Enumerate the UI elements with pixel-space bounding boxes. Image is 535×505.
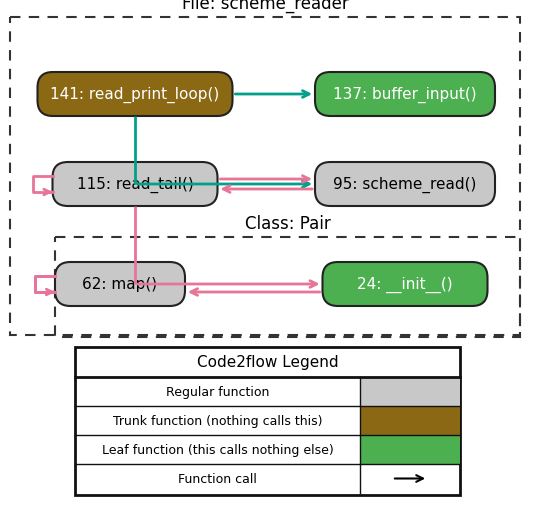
Text: Function call: Function call: [178, 472, 257, 485]
FancyBboxPatch shape: [360, 406, 460, 435]
Text: File: scheme_reader: File: scheme_reader: [181, 0, 348, 13]
Text: Code2flow Legend: Code2flow Legend: [197, 355, 338, 370]
Text: 95: scheme_read(): 95: scheme_read(): [333, 177, 477, 193]
FancyBboxPatch shape: [323, 263, 487, 307]
Text: 24: __init__(): 24: __init__(): [357, 276, 453, 292]
FancyBboxPatch shape: [360, 377, 460, 406]
Text: Trunk function (nothing calls this): Trunk function (nothing calls this): [113, 414, 322, 427]
FancyBboxPatch shape: [55, 263, 185, 307]
FancyBboxPatch shape: [315, 73, 495, 117]
FancyBboxPatch shape: [37, 73, 233, 117]
FancyBboxPatch shape: [360, 435, 460, 464]
FancyBboxPatch shape: [52, 163, 218, 207]
Text: 137: buffer_input(): 137: buffer_input(): [333, 87, 477, 103]
Text: Leaf function (this calls nothing else): Leaf function (this calls nothing else): [102, 443, 333, 456]
Text: 141: read_print_loop(): 141: read_print_loop(): [50, 87, 220, 103]
Text: Regular function: Regular function: [166, 385, 269, 398]
Text: 115: read_tail(): 115: read_tail(): [77, 177, 193, 193]
FancyBboxPatch shape: [315, 163, 495, 207]
FancyBboxPatch shape: [75, 347, 460, 495]
Text: 62: map(): 62: map(): [82, 277, 158, 292]
Text: Class: Pair: Class: Pair: [244, 215, 331, 232]
